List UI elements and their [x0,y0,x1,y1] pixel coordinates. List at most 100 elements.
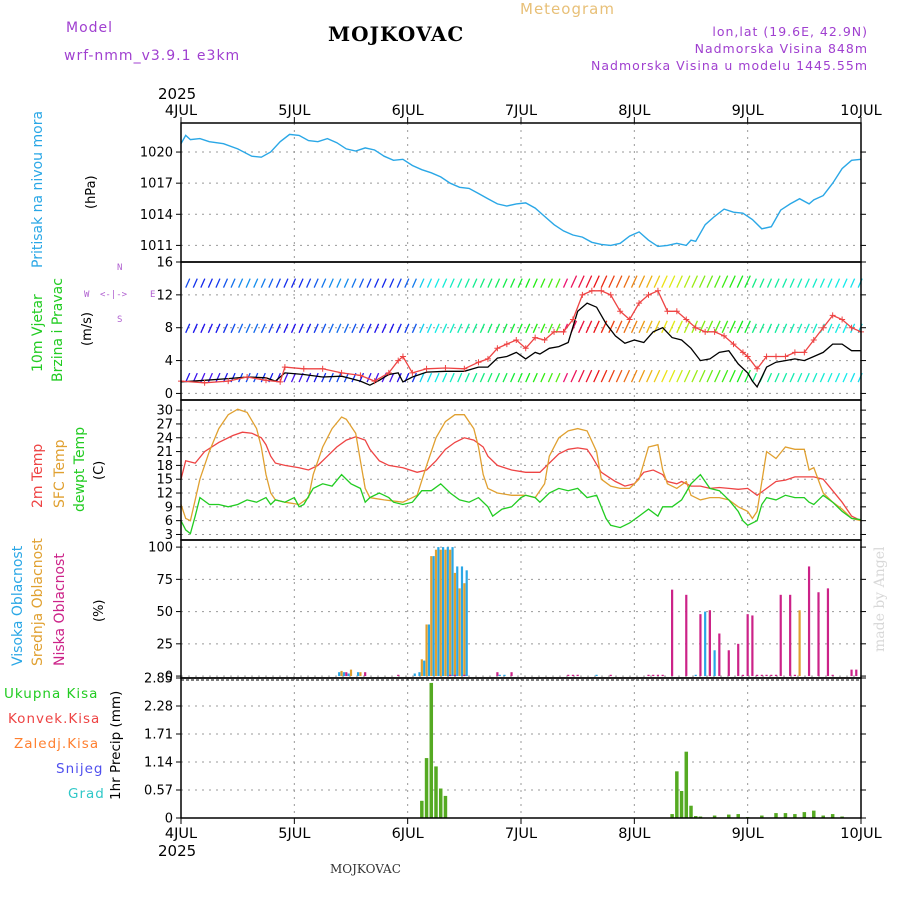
gust-marker [607,291,614,298]
gust-marker [442,364,449,371]
ytick-label-clouds: 100 [148,541,173,556]
gust-marker [201,379,208,386]
wind-barb [525,278,531,288]
wind-barb [366,372,372,383]
gust-marker [763,353,770,360]
wind-barb [646,369,653,383]
wind-barb [472,323,478,334]
gust-marker [791,349,798,356]
bar-ukupna-kisa [670,814,674,818]
gust-marker [636,300,643,307]
ytick-label-temperature: 12 [156,487,173,502]
wind-barb [426,323,433,334]
wind-barb [570,275,578,288]
wind-barb [313,372,319,383]
gust-marker [820,324,827,331]
wind-barb [396,372,402,383]
day-label-top: 10JUL [840,103,881,119]
bar-niska-oblacnost [656,674,660,677]
ytick-label-temperature: 30 [156,404,173,419]
bar-visoka-oblacnost [503,674,506,677]
wind-barb [525,372,531,383]
wind-barb [479,278,485,288]
gust-marker [357,372,364,379]
bar-niska-oblacnost [793,674,796,677]
wind-barb [238,278,244,288]
bar-ukupna-kisa [679,790,684,818]
wind-barb [782,278,788,288]
bar-ukupna-kisa [774,813,778,818]
compass-rose: N W <-|-> E S [84,263,155,327]
gust-marker [829,312,836,319]
ytick-label-temperature: 3 [165,528,173,543]
wind-barb [313,323,319,334]
compass-cross: <-|-> [100,290,128,300]
bar-ukupna-kisa [793,814,797,818]
wind-barb [540,372,546,383]
wind-barb [661,320,668,334]
wind-barb [834,278,841,288]
wind-barb [608,275,615,288]
bar-ukupna-kisa [429,682,434,818]
ytick-label-precip: 2.28 [144,700,173,715]
bar-visoka-oblacnost [427,624,431,677]
bar-visoka-oblacnost [418,672,421,677]
bar-visoka-oblacnost [451,547,454,677]
bar-niska-oblacnost [652,674,655,677]
gust-marker [744,353,751,360]
bar-niska-oblacnost [496,672,499,677]
wind-barb [555,372,561,383]
wind-barb [215,323,221,334]
wind-barb [306,372,312,383]
bar-srednja-oblacnost [349,669,353,677]
day-label-top: 5JUL [278,103,310,119]
wind-barb [600,369,608,383]
wind-barb [290,278,297,288]
wind-barb [396,278,402,288]
bar-visoka-oblacnost [356,672,360,677]
bar-ukupna-kisa [712,815,717,818]
wind-barb [827,323,833,334]
bar-niska-oblacnost [737,643,740,677]
gust-marker [522,345,529,352]
bar-ukupna-kisa [727,814,731,818]
ytick-label-temperature: 15 [156,473,173,488]
wind-barb [593,275,600,288]
gust-marker [654,287,661,294]
wind-barb [306,278,312,288]
day-label-bottom: 10JUL [840,826,881,842]
wind-barb [789,323,795,334]
wind-barb [623,369,631,383]
wind-barb [532,323,538,334]
wind-barb [668,320,676,334]
wind-barb [532,372,538,383]
series-dewpt-temp [180,473,862,535]
gust-marker [494,345,501,352]
bar-niska-oblacnost [774,674,778,677]
day-label-top: 6JUL [392,103,424,119]
day-label-bottom: 9JUL [732,826,764,842]
wind-barb [744,320,751,334]
bar-visoka-oblacnost [441,547,445,677]
wind-barb [842,372,848,383]
ytick-label-clouds: 50 [156,605,173,620]
bar-visoka-oblacnost [347,673,350,677]
wind-barb [555,278,561,288]
wind-barb [275,372,281,383]
wind-barb [653,369,661,383]
gust-marker [503,341,510,348]
series-mslp [180,133,862,248]
wind-barb [298,278,304,288]
gust-marker [810,337,817,344]
wind-barb [698,320,706,334]
wind-barb [419,278,425,288]
bar-ukupna-kisa [675,771,679,818]
gust-marker [385,369,392,376]
series-2m-temp [180,431,862,522]
gust-marker [281,364,288,371]
wind-barb [759,278,765,288]
wind-barb [381,323,387,334]
bar-niska-oblacnost [671,589,674,677]
ytick-label-pressure: 1011 [140,239,173,254]
bar-niska-oblacnost [453,674,456,677]
